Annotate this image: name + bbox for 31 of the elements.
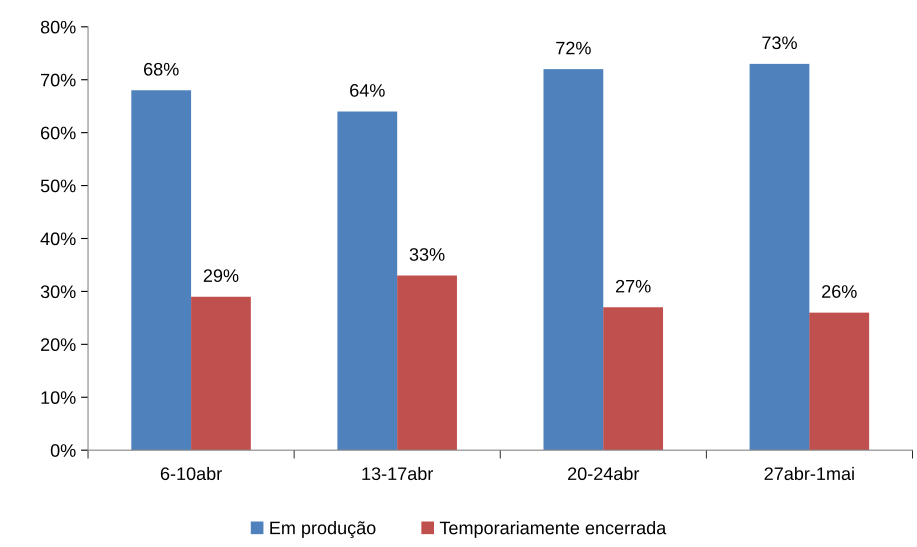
y-tick-label: 20% bbox=[41, 338, 76, 352]
data-label: 27% bbox=[616, 280, 651, 293]
y-tick-label: 40% bbox=[40, 232, 76, 246]
data-label: 33% bbox=[410, 248, 444, 261]
legend-label: Temporariamente encerrada bbox=[440, 521, 666, 538]
bar bbox=[603, 307, 664, 450]
data-label: 29% bbox=[204, 269, 238, 282]
legend-label: Em produção bbox=[270, 521, 376, 538]
bar bbox=[750, 64, 810, 450]
bar bbox=[544, 69, 604, 450]
bar bbox=[337, 111, 398, 450]
x-tick-label: 6-10abr bbox=[160, 466, 222, 480]
data-label: 26% bbox=[822, 285, 857, 298]
bar bbox=[131, 90, 192, 450]
data-label: 72% bbox=[556, 42, 591, 54]
y-tick-label: 0% bbox=[50, 444, 76, 457]
bar bbox=[809, 312, 870, 450]
data-label: 64% bbox=[350, 84, 385, 97]
y-tick-label: 80% bbox=[40, 20, 76, 34]
data-label: 73% bbox=[762, 36, 797, 50]
y-tick-label: 60% bbox=[41, 126, 76, 140]
x-tick-label: 27abr-1mai bbox=[764, 466, 854, 480]
bar bbox=[397, 276, 457, 450]
data-label: 68% bbox=[144, 62, 179, 76]
y-tick-label: 10% bbox=[41, 391, 76, 404]
y-tick-label: 70% bbox=[41, 74, 76, 86]
x-tick-label: 13-17abr bbox=[362, 466, 434, 480]
y-tick-label: 30% bbox=[40, 285, 76, 298]
y-tick-label: 50% bbox=[40, 180, 76, 192]
x-tick-label: 20-24abr bbox=[568, 466, 640, 480]
bar bbox=[191, 296, 251, 450]
